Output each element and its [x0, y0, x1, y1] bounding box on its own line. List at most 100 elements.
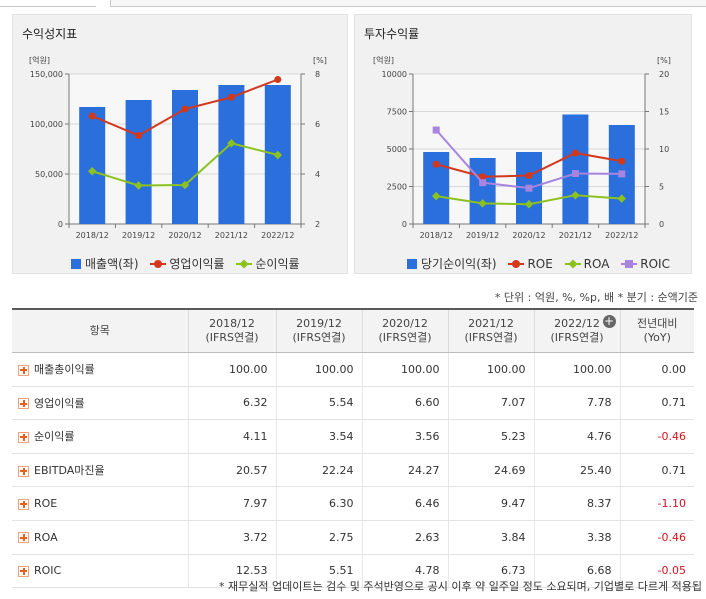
- point-ROE-2018/12: [432, 160, 440, 168]
- header-year: 2022/12: [554, 317, 600, 330]
- value-cell: 24.69: [447, 453, 534, 488]
- header-2022: 2022/12 (IFRS연결) +: [533, 308, 620, 353]
- legend-label: ROA: [583, 256, 610, 271]
- value-cell: 100.00: [187, 352, 276, 387]
- legend-item[interactable]: 당기순이익(좌): [407, 255, 497, 272]
- header-2020: 2020/12 (IFRS연결): [361, 308, 448, 353]
- x-tick-label: 2019/12: [122, 231, 155, 240]
- bar-2021/12: [562, 114, 589, 224]
- chart-legend: 당기순이익(좌) ROE ROA ROIC: [407, 255, 678, 272]
- point-ROIC-2021/12: [571, 170, 579, 178]
- legend-swatch: [150, 259, 167, 269]
- expand-plus-icon[interactable]: [18, 364, 29, 376]
- value-cell: 12.53: [187, 554, 276, 589]
- legend-swatch: [564, 258, 581, 269]
- expand-plus-icon[interactable]: [18, 465, 29, 477]
- header-yoy: 전년대비 (YoY): [619, 308, 694, 353]
- investment-return-chart: 0 2500 5000 7500 10000 0 5 10 15 20 [억원] [%] 2018/12…: [373, 55, 671, 240]
- row-label-cell[interactable]: EBITDA마진율: [12, 453, 188, 488]
- expand-plus-icon[interactable]: [18, 398, 29, 410]
- row-label-cell[interactable]: ROE: [12, 486, 188, 521]
- header-yoy-label: 전년대비: [637, 317, 678, 330]
- point-ROE-2020/12: [525, 172, 533, 180]
- table-row: EBITDA마진율 20.57 22.24 24.27 24.69 25.40 0.71: [12, 453, 694, 488]
- yoy-cell: -0.46: [619, 520, 694, 555]
- legend-label: 영업이익률: [169, 257, 225, 271]
- x-tick-label: 2018/12: [420, 231, 453, 240]
- yoy-cell: -1.10: [619, 486, 694, 521]
- header-item: 항목: [12, 308, 188, 353]
- value-cell: 3.38: [533, 520, 620, 555]
- x-tick-label: 2021/12: [215, 231, 248, 240]
- legend-swatch: [407, 258, 417, 269]
- right-axis-unit: [%]: [313, 56, 327, 65]
- legend-item[interactable]: 순이익률: [236, 255, 300, 272]
- x-tick-label: 2018/12: [76, 231, 109, 240]
- yoy-cell: -0.46: [619, 419, 694, 454]
- legend-label: 매출액(좌): [85, 257, 139, 271]
- header-basis: (IFRS연결): [292, 331, 346, 344]
- row-label-cell[interactable]: 순이익률: [12, 419, 188, 454]
- legend-item[interactable]: 매출액(좌): [71, 255, 139, 272]
- value-cell: 6.30: [275, 486, 362, 521]
- header-basis: (IFRS연결): [378, 331, 432, 344]
- header-2018: 2018/12 (IFRS연결): [187, 308, 276, 353]
- point-ROIC-2019/12: [479, 179, 487, 187]
- expand-plus-icon[interactable]: [18, 565, 29, 577]
- row-label-cell[interactable]: 영업이익률: [12, 386, 188, 421]
- point-ROE-2019/12: [479, 173, 487, 181]
- row-label: EBITDA마진율: [34, 464, 105, 478]
- right-tick-label: 6: [315, 120, 320, 129]
- row-label-cell[interactable]: ROA: [12, 520, 188, 555]
- legend-item[interactable]: ROE: [508, 257, 553, 271]
- right-tick-label: 0: [659, 220, 664, 229]
- header-year: 2020/12: [382, 317, 428, 330]
- expand-plus-icon[interactable]: +: [602, 314, 616, 328]
- right-tick-label: 5: [659, 183, 664, 192]
- row-label: ROA: [34, 530, 58, 544]
- expand-plus-icon[interactable]: [18, 498, 29, 510]
- legend-item[interactable]: ROIC: [621, 257, 670, 271]
- value-cell: 22.24: [275, 453, 362, 488]
- legend-item[interactable]: 영업이익률: [150, 255, 225, 272]
- value-cell: 4.11: [187, 419, 276, 454]
- row-label: 순이익률: [34, 430, 75, 444]
- header-yoy-sub: (YoY): [643, 331, 671, 344]
- yoy-cell: 0.71: [619, 453, 694, 488]
- right-axis-unit: [%]: [657, 56, 671, 65]
- point-순이익률-2021/12: [227, 139, 236, 148]
- expand-plus-icon[interactable]: [18, 532, 29, 544]
- yoy-cell: 0.71: [619, 386, 694, 421]
- value-cell: 2.63: [361, 520, 448, 555]
- value-cell: 100.00: [275, 352, 362, 387]
- header-year: 2019/12: [296, 317, 342, 330]
- row-label-cell[interactable]: 매출총이익률: [12, 352, 188, 387]
- bar-2021/12: [218, 85, 245, 224]
- legend-label: 순이익률: [255, 257, 300, 271]
- left-axis-unit: [억원]: [29, 55, 50, 65]
- point-ROIC-2022/12: [618, 170, 626, 178]
- value-cell: 5.51: [275, 554, 362, 589]
- right-tick-label: 4: [315, 170, 320, 179]
- yoy-cell: -0.05: [619, 554, 694, 589]
- table-row: ROIC 12.53 5.51 4.78 6.73 6.68 -0.05: [12, 554, 694, 589]
- x-tick-label: 2020/12: [512, 231, 545, 240]
- profitability-chart-panel: 수익성지표 0 50,000 100,000 150,000 2 4 6 8 [억원] [%] 20…: [12, 14, 348, 274]
- value-cell: 20.57: [187, 453, 276, 488]
- header-basis: (IFRS연결): [464, 331, 518, 344]
- value-cell: 3.56: [361, 419, 448, 454]
- table-row: 매출총이익률 100.00 100.00 100.00 100.00 100.00 0.00: [12, 352, 694, 387]
- value-cell: 9.47: [447, 486, 534, 521]
- value-cell: 3.54: [275, 419, 362, 454]
- left-tick-label: 5000: [387, 145, 407, 154]
- legend-item[interactable]: ROA: [564, 256, 610, 271]
- left-tick-label: 2500: [387, 183, 407, 192]
- point-ROIC-2018/12: [432, 126, 440, 134]
- value-cell: 5.23: [447, 419, 534, 454]
- right-tick-label: 8: [315, 70, 320, 79]
- point-ROE-2021/12: [571, 149, 579, 157]
- row-label-cell[interactable]: ROIC: [12, 554, 188, 589]
- left-tick-label: 50,000: [35, 170, 63, 179]
- expand-plus-icon[interactable]: [18, 431, 29, 443]
- chart-legend: 매출액(좌) 영업이익률 순이익률: [71, 255, 308, 272]
